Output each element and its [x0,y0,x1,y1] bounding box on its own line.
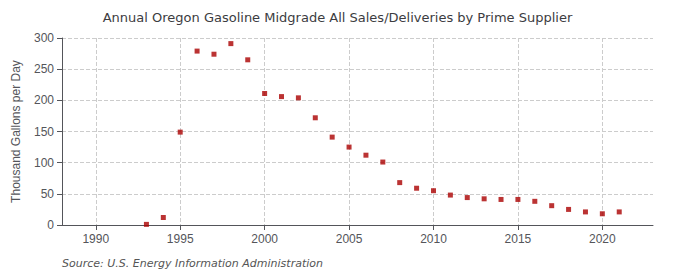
svg-text:2005: 2005 [336,232,363,246]
svg-text:250: 250 [34,62,54,76]
svg-text:2010: 2010 [420,232,447,246]
svg-text:100: 100 [34,156,54,170]
svg-text:2020: 2020 [589,232,616,246]
svg-text:150: 150 [34,125,54,139]
svg-text:2015: 2015 [505,232,532,246]
svg-text:300: 300 [34,31,54,45]
svg-text:1990: 1990 [82,232,109,246]
svg-text:200: 200 [34,93,54,107]
svg-text:50: 50 [41,187,55,201]
svg-text:0: 0 [47,218,54,232]
svg-text:1995: 1995 [167,232,194,246]
svg-text:Annual Oregon Gasoline Midgrad: Annual Oregon Gasoline Midgrade All Sale… [103,10,573,25]
svg-text:Source: U.S. Energy Informatio: Source: U.S. Energy Information Administ… [62,257,323,270]
svg-text:2000: 2000 [251,232,278,246]
svg-text:Thousand Gallons per Day: Thousand Gallons per Day [9,60,23,203]
